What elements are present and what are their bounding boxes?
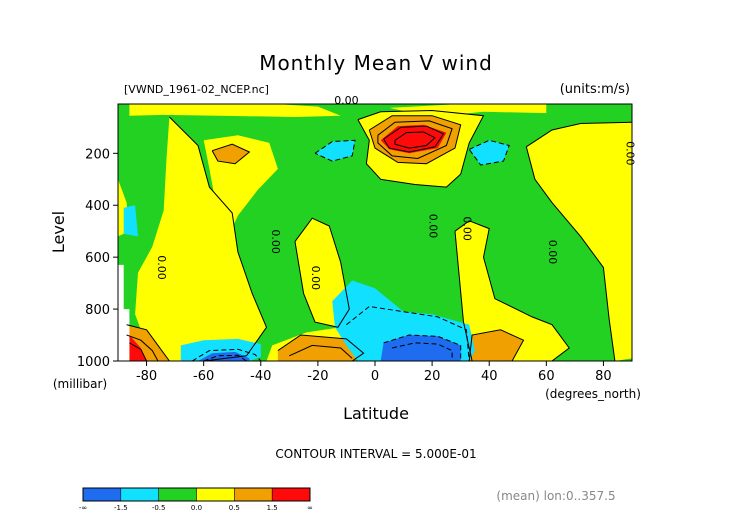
region-23-level-neg1 xyxy=(198,351,250,361)
x-tick-label: -80 xyxy=(136,369,157,384)
masked-region xyxy=(118,264,130,361)
y-tick-label: 1000 xyxy=(77,355,110,370)
contour-lines xyxy=(126,109,633,362)
contour-line-7 xyxy=(368,115,462,165)
contour-line-5 xyxy=(525,146,616,362)
region-3-level-0p25 xyxy=(129,104,341,117)
y-tick-label: 400 xyxy=(85,199,110,214)
colorbar-frame xyxy=(82,487,311,502)
x-axis-unit-label: (degrees_north) xyxy=(545,387,641,401)
region-22-level-neg1 xyxy=(380,335,461,361)
contour-labels: 0.00 0.00 0.00 0.00 0.00 0.00 0.00 0.00 xyxy=(155,94,636,290)
contour-line-14 xyxy=(126,324,170,362)
x-tick-label: 0 xyxy=(371,369,379,384)
y-tick-label: 600 xyxy=(85,251,110,266)
contour-line-19 xyxy=(191,348,262,362)
filled-regions xyxy=(118,104,632,361)
region-14-level-1 xyxy=(469,329,524,361)
contour-line-24 xyxy=(468,139,510,166)
chart-title: Monthly Mean V wind xyxy=(259,51,493,75)
contour-line-15 xyxy=(126,334,159,362)
region-10-level-1 xyxy=(212,144,250,164)
contour-label-0: 0.00 xyxy=(334,94,359,107)
contour-line-4 xyxy=(526,121,633,148)
region-13-level-1 xyxy=(277,335,364,361)
colorbar-tick-label: 0.0 xyxy=(191,504,202,512)
region-17-level-neg0p25 xyxy=(315,140,355,162)
units-label: (units:m/s) xyxy=(560,82,630,97)
contour-line-23 xyxy=(314,139,356,162)
contour-line-0 xyxy=(357,109,485,188)
contour-line-12 xyxy=(383,334,462,361)
contour-label-5: 0.00 xyxy=(426,214,439,239)
x-tick-label: -40 xyxy=(250,369,271,384)
source-label: [VWND_1961-02_NCEP.nc] xyxy=(124,83,269,96)
colorbar-tick-label: -1.5 xyxy=(114,504,128,512)
colorbar-swatch xyxy=(158,487,197,502)
contour-line-20 xyxy=(203,354,247,362)
colorbar-swatch xyxy=(82,487,122,502)
x-tick-label: -60 xyxy=(193,369,214,384)
contour-line-17 xyxy=(277,334,365,362)
contour-label-4: 0.00 xyxy=(309,266,322,291)
colorbar-swatch xyxy=(120,487,159,502)
x-axis: -80 -60 -40 -20 0 20 40 60 80 xyxy=(136,361,612,384)
contour-line-16 xyxy=(129,342,148,362)
contour-label-1: 0.00 xyxy=(623,141,636,166)
x-tick-label: 40 xyxy=(481,369,498,384)
colorbar-tick-label: -0.5 xyxy=(152,504,166,512)
colorbar-tick-label: -∞ xyxy=(79,504,87,512)
y-axis-label: Level xyxy=(49,211,68,253)
x-tick-label: 80 xyxy=(595,369,612,384)
contour-line-21 xyxy=(468,329,525,362)
colorbar: -∞ -1.5 -0.5 0.0 0.5 1.5 ∞ xyxy=(79,487,313,512)
contour-line-22 xyxy=(211,143,251,165)
contour-line-1 xyxy=(454,220,570,362)
contour-label-2: 0.00 xyxy=(155,255,168,280)
y-axis-unit-label: (millibar) xyxy=(53,377,107,391)
colorbar-tick-label: 1.5 xyxy=(267,504,278,512)
region-15-level-2 xyxy=(380,124,447,154)
colorbar-tick-label: 0.5 xyxy=(229,504,240,512)
contour-line-3 xyxy=(169,116,268,362)
contour-line-18 xyxy=(289,344,353,359)
contour-label-3: 0.00 xyxy=(269,229,282,254)
region-18-level-neg0p25 xyxy=(469,140,510,165)
contour-interval-label: CONTOUR INTERVAL = 5.000E-01 xyxy=(275,447,476,461)
contour-label-7: 0.00 xyxy=(546,240,559,265)
x-tick-label: -20 xyxy=(307,369,328,384)
contour-line-13 xyxy=(391,342,453,361)
colorbar-swatch xyxy=(234,487,273,502)
contour-line-10 xyxy=(394,131,436,149)
plot-area: 0.00 0.00 0.00 0.00 0.00 0.00 0.00 0.00 xyxy=(117,94,636,362)
y-tick-label: 200 xyxy=(85,147,110,162)
contour-label-6: 0.00 xyxy=(461,216,474,241)
y-tick-label: 800 xyxy=(85,303,110,318)
x-tick-label: 60 xyxy=(538,369,555,384)
region-7-level-0p25 xyxy=(526,122,632,361)
contour-line-9 xyxy=(383,125,445,153)
region-0-level-0p25 xyxy=(135,117,267,361)
x-tick-label: 20 xyxy=(424,369,441,384)
mean-label: (mean) lon:0..357.5 xyxy=(496,489,615,503)
contour-line-8 xyxy=(377,120,453,160)
colorbar-tick-label: ∞ xyxy=(307,504,313,512)
contour-line-6 xyxy=(294,217,350,328)
colorbar-swatch xyxy=(271,487,311,502)
contour-line-11 xyxy=(346,305,470,362)
y-axis: 200 400 600 800 1000 xyxy=(77,147,118,370)
x-axis-label: Latitude xyxy=(343,404,409,423)
region-21-level-neg0p25 xyxy=(123,205,138,237)
colorbar-swatch xyxy=(196,487,235,502)
